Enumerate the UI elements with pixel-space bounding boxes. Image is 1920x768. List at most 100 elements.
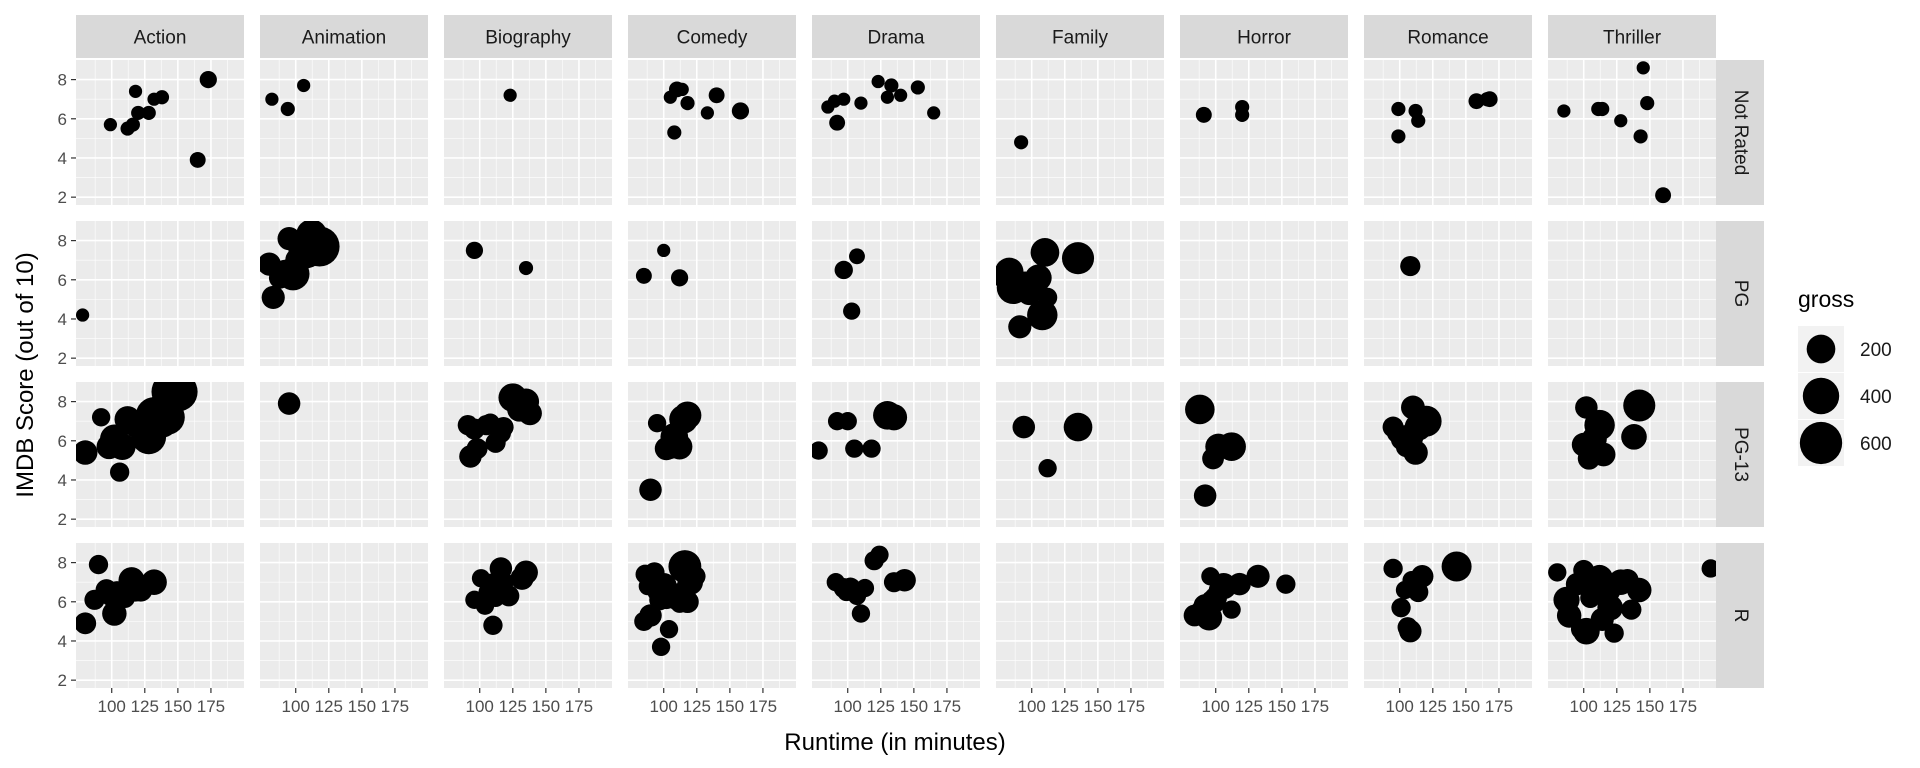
y-tick-label: 2 [58, 510, 67, 529]
facet-strip-top [1180, 15, 1348, 58]
facet-strip-top [76, 15, 244, 58]
data-point [1037, 287, 1058, 308]
data-point [265, 92, 279, 106]
facet-label-column: Romance [1407, 28, 1488, 49]
data-point [1391, 129, 1406, 144]
data-point [154, 90, 170, 105]
data-point [837, 92, 851, 106]
size-legend: gross 200 400 600 [1798, 286, 1892, 466]
y-tick-label: 8 [58, 554, 67, 573]
x-tick-label: 150 [348, 697, 376, 716]
facet-label-row: Not Rated [1730, 90, 1751, 176]
data-point [128, 84, 143, 98]
data-point [125, 117, 140, 132]
data-point [651, 637, 671, 657]
x-tick-label: 175 [565, 697, 593, 716]
data-point [1185, 394, 1215, 425]
panel-points [1382, 395, 1442, 465]
panel-background [996, 382, 1164, 527]
data-point [1479, 92, 1495, 107]
data-point [76, 612, 97, 635]
data-point [1604, 623, 1624, 643]
data-point [91, 408, 111, 427]
data-point [667, 125, 682, 140]
facet-panel [812, 382, 980, 527]
y-tick-label: 8 [58, 393, 67, 412]
data-point [277, 392, 301, 415]
facet-panel [628, 543, 796, 688]
panel-background [1548, 221, 1716, 366]
data-point [843, 302, 861, 320]
panel-points [1571, 389, 1656, 470]
panel-points [1183, 564, 1296, 631]
panel-background [1364, 221, 1532, 366]
panel-background [812, 221, 980, 366]
data-point [1410, 565, 1434, 588]
panel-points [260, 221, 340, 310]
x-tick-label: 150 [1084, 697, 1112, 716]
panel-background [1364, 60, 1532, 205]
data-point [280, 101, 295, 117]
panel-points [457, 383, 542, 468]
y-tick-label: 6 [58, 271, 67, 290]
data-point [1012, 415, 1036, 439]
data-point [493, 416, 514, 438]
data-point [108, 433, 136, 461]
data-point [675, 82, 689, 97]
data-point [1623, 389, 1656, 422]
facet-panel [260, 60, 428, 205]
panel-points [76, 554, 167, 635]
panel-background [812, 543, 980, 688]
facet-strip-top [444, 15, 612, 58]
data-point [483, 615, 503, 635]
panel-points [635, 243, 689, 287]
facet-panel [444, 382, 612, 527]
x-tick-label: 175 [1485, 697, 1513, 716]
x-tick-label: 175 [1669, 697, 1697, 716]
x-tick-label: 150 [1268, 697, 1296, 716]
data-point [1400, 255, 1421, 277]
x-tick-label: 125 [1419, 697, 1447, 716]
data-point [131, 105, 146, 120]
data-point [1441, 551, 1472, 582]
data-point [1383, 558, 1403, 579]
data-point [1399, 619, 1422, 643]
panel-points [1400, 255, 1421, 277]
data-point [514, 560, 538, 585]
x-tick-label: 175 [1301, 697, 1329, 716]
panel-background [996, 60, 1164, 205]
data-point [1410, 405, 1442, 437]
data-point [666, 433, 693, 460]
panel-points [465, 241, 534, 276]
x-tick-label: 150 [716, 697, 744, 716]
data-point [680, 96, 695, 111]
data-point [102, 601, 127, 626]
data-point [855, 578, 875, 598]
data-point [1701, 559, 1716, 578]
x-tick-label: 125 [1051, 697, 1079, 716]
data-point [141, 569, 167, 595]
data-point [1548, 563, 1567, 582]
data-point [1636, 61, 1650, 75]
data-point [1557, 104, 1571, 118]
data-point [829, 114, 846, 131]
data-point [708, 87, 725, 104]
x-tick-label: 125 [683, 697, 711, 716]
panel-background [260, 60, 428, 205]
data-point [1640, 96, 1655, 111]
data-point [685, 566, 706, 587]
panel-points [996, 238, 1095, 339]
data-point [871, 74, 885, 89]
facet-label-column: Biography [485, 28, 571, 49]
data-point [1063, 412, 1093, 442]
data-point [158, 382, 198, 412]
data-point [1222, 600, 1241, 619]
data-point [854, 96, 868, 110]
data-point [1008, 315, 1032, 339]
y-tick-label: 2 [58, 188, 67, 207]
facet-strip-right [1716, 221, 1764, 366]
facet-label-column: Thriller [1603, 28, 1662, 49]
data-point [1193, 484, 1217, 507]
data-point [1217, 432, 1246, 461]
